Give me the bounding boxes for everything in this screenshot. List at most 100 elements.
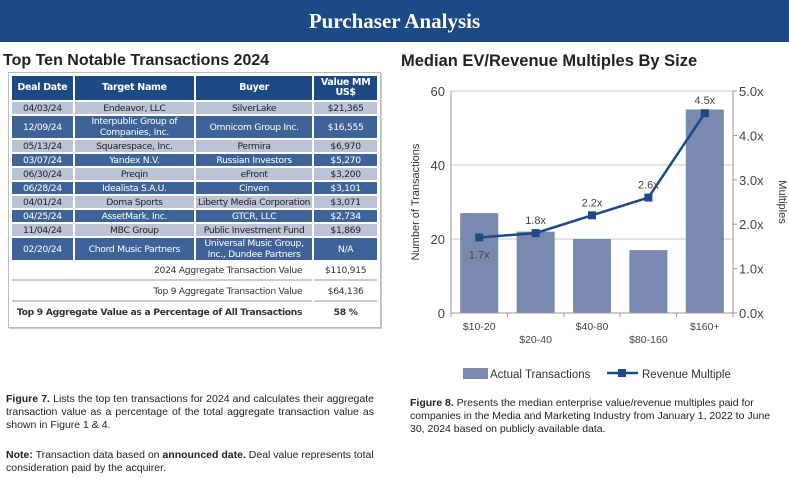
table-cell: 04/03/24 bbox=[12, 102, 73, 114]
x-tick-label: $20-40 bbox=[519, 334, 552, 346]
line-marker bbox=[531, 229, 540, 238]
table-cell: Russian Investors bbox=[196, 154, 313, 166]
table-cell: $16,555 bbox=[314, 116, 377, 138]
table-cell: Permira bbox=[196, 140, 313, 152]
note: Note: Transaction data based on announce… bbox=[6, 449, 374, 475]
table-row: 06/30/24 Preqin eFront $3,200 bbox=[12, 168, 377, 180]
line-marker bbox=[700, 109, 709, 118]
table-cell: Cinven bbox=[196, 182, 313, 194]
summary-value: 58 % bbox=[314, 304, 377, 321]
table-cell: 03/07/24 bbox=[12, 154, 73, 166]
bar bbox=[629, 250, 668, 313]
table-cell: Omnicom Group Inc. bbox=[196, 116, 313, 138]
table-cell: Universal Music Group, Inc., Dundee Part… bbox=[196, 238, 313, 260]
table-cell: SilverLake bbox=[196, 102, 313, 114]
note-text: Deal value represents total consideratio… bbox=[6, 449, 374, 474]
y2-tick-label: 2.0x bbox=[739, 217, 764, 232]
table-cell: Yandex N.V. bbox=[74, 154, 195, 166]
x-tick-label: $10-20 bbox=[463, 321, 496, 333]
line-marker bbox=[588, 211, 596, 220]
col-header: Target Name bbox=[74, 76, 195, 100]
y-tick-label: 40 bbox=[431, 158, 445, 173]
table-cell: Interpublic Group of Companies, Inc. bbox=[74, 116, 195, 138]
col-header: Value MM US$ bbox=[314, 76, 377, 100]
legend-label: Actual Transactions bbox=[490, 369, 591, 381]
summary-label: 2024 Aggregate Transaction Value bbox=[12, 262, 313, 281]
table-row: 12/09/24 Interpublic Group of Companies, … bbox=[12, 116, 377, 138]
table-cell: Public Investment Fund bbox=[196, 224, 313, 236]
data-label: 2.2x bbox=[582, 197, 603, 209]
x-tick-label: $160+ bbox=[690, 321, 720, 333]
col-header: Deal Date bbox=[12, 76, 73, 100]
summary-label: Top 9 Aggregate Transaction Value bbox=[12, 283, 313, 302]
table-row: 04/25/24 AssetMark, Inc. GTCR, LLC $2,734 bbox=[12, 210, 377, 222]
ev-revenue-chart: 0 20 40 60 0.0x 1.0x 2.0x 3.0x 4.0x 5.0x $10-20 $20… bbox=[410, 84, 788, 381]
table-cell: GTCR, LLC bbox=[196, 210, 313, 222]
y-axis-title: Number of Transactions bbox=[410, 143, 422, 260]
summary-row: Top 9 Aggregate Value as a Percentage of… bbox=[12, 304, 377, 321]
note-bold: announced date. bbox=[162, 449, 246, 461]
table-cell: $5,270 bbox=[314, 154, 377, 166]
table-cell: 06/28/24 bbox=[12, 182, 73, 194]
note-label: Note: bbox=[6, 449, 33, 461]
caption-text: Presents the median enterprise value/rev… bbox=[410, 397, 771, 435]
figure8-caption: Figure 8. Presents the median enterprise… bbox=[410, 397, 782, 436]
summary-row: 2024 Aggregate Transaction Value $110,915 bbox=[12, 262, 377, 281]
legend-marker bbox=[618, 369, 626, 377]
table-cell: AssetMark, Inc. bbox=[74, 210, 195, 222]
table-row: 04/03/24 Endeavor, LLC SilverLake $21,365 bbox=[12, 102, 377, 114]
page-banner: Purchaser Analysis bbox=[0, 0, 789, 42]
summary-value: $110,915 bbox=[314, 262, 377, 281]
y-tick-label: 60 bbox=[431, 84, 445, 99]
table-cell: Chord Music Partners bbox=[74, 238, 195, 260]
x-tick-label: $40-80 bbox=[576, 321, 609, 333]
y2-axis-title: Multiples bbox=[776, 180, 788, 224]
col-header: Buyer bbox=[196, 76, 313, 100]
figure-label: Figure 7. bbox=[6, 393, 50, 405]
table-cell: 06/30/24 bbox=[12, 168, 73, 180]
table-row: 02/20/24 Chord Music Partners Universal Mu… bbox=[12, 238, 377, 260]
line-marker bbox=[644, 193, 653, 202]
figure7-caption: Figure 7. Lists the top ten transactions… bbox=[6, 393, 374, 432]
figure-label: Figure 8. bbox=[410, 397, 454, 409]
transactions-table-panel: Deal Date Target Name Buyer Value MM US$… bbox=[8, 72, 381, 328]
y2-tick-label: 4.0x bbox=[739, 128, 764, 143]
table-cell: 04/25/24 bbox=[12, 210, 73, 222]
table-cell: 12/09/24 bbox=[12, 116, 73, 138]
chart-title: Median EV/Revenue Multiples By Size bbox=[401, 52, 698, 70]
table-cell: Idealista S.A.U. bbox=[74, 182, 195, 194]
bar bbox=[516, 231, 555, 313]
y2-tick-label: 5.0x bbox=[739, 84, 764, 99]
data-label: 1.7x bbox=[469, 250, 490, 262]
table-cell: MBC Group bbox=[74, 224, 195, 236]
y2-tick-label: 0.0x bbox=[739, 306, 764, 321]
table-cell: 02/20/24 bbox=[12, 238, 73, 260]
caption-text: Lists the top ten transactions for 2024 … bbox=[6, 393, 374, 431]
transactions-table: Deal Date Target Name Buyer Value MM US$… bbox=[10, 74, 379, 323]
summary-row: Top 9 Aggregate Transaction Value $64,136 bbox=[12, 283, 377, 302]
summary-value: $64,136 bbox=[314, 283, 377, 302]
table-cell: $3,200 bbox=[314, 168, 377, 180]
legend-label: Revenue Multiple bbox=[642, 369, 731, 381]
table-row: 04/01/24 Doma Sports Liberty Media Corpora… bbox=[12, 196, 377, 208]
y-tick-label: 20 bbox=[431, 232, 445, 247]
x-tick-label: $80-160 bbox=[629, 334, 668, 346]
table-cell: $3,101 bbox=[314, 182, 377, 194]
table-cell: $6,970 bbox=[314, 140, 377, 152]
table-row: 11/04/24 MBC Group Public Investment Fund $… bbox=[12, 224, 377, 236]
table-cell: 05/13/24 bbox=[12, 140, 73, 152]
table-cell: 04/01/24 bbox=[12, 196, 73, 208]
table-cell: eFront bbox=[196, 168, 313, 180]
data-label: 2.6x bbox=[638, 180, 659, 192]
table-cell: $1,869 bbox=[314, 224, 377, 236]
table-cell: $3,071 bbox=[314, 196, 377, 208]
note-text: Transaction data based on bbox=[32, 449, 163, 461]
table-cell: 11/04/24 bbox=[12, 224, 73, 236]
table-row: 06/28/24 Idealista S.A.U. Cinven $3,101 bbox=[12, 182, 377, 194]
table-row: 03/07/24 Yandex N.V. Russian Investors $5,2… bbox=[12, 154, 377, 166]
table-cell: N/A bbox=[314, 238, 377, 260]
bar bbox=[460, 213, 499, 313]
legend-bar-swatch bbox=[463, 368, 488, 379]
table-cell: Liberty Media Corporation bbox=[196, 196, 313, 208]
y2-tick-label: 3.0x bbox=[739, 173, 764, 188]
